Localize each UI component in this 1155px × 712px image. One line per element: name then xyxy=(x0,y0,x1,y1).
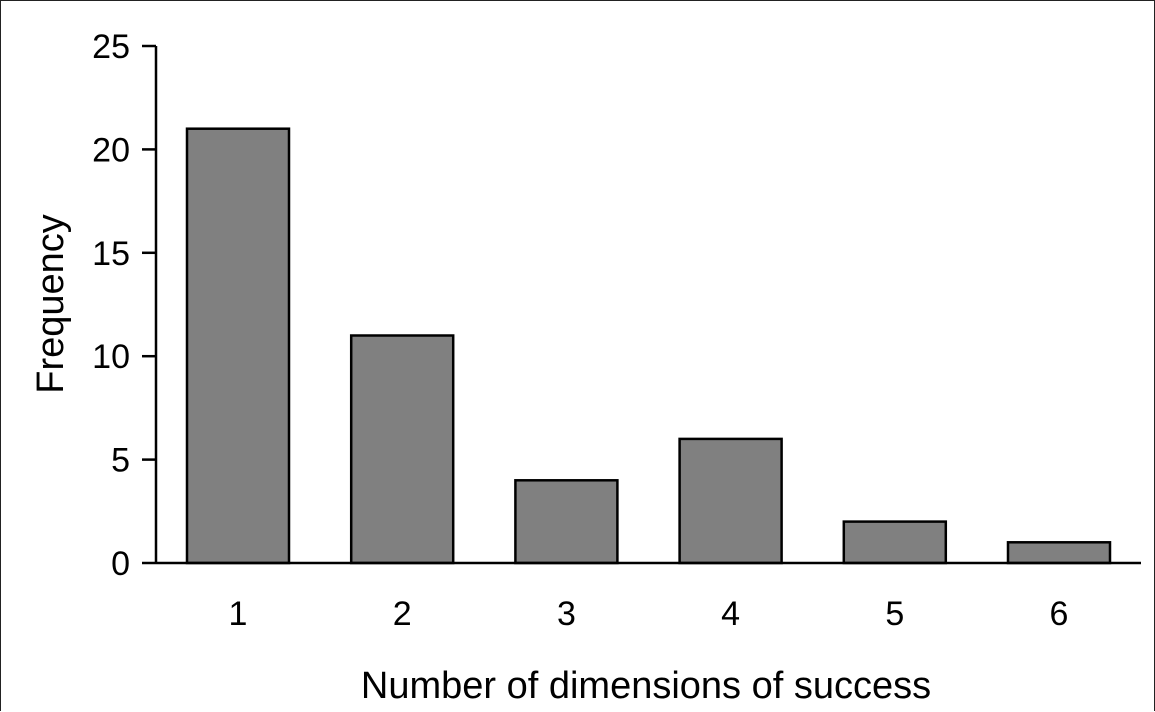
x-tick-label-4: 4 xyxy=(721,595,740,633)
x-tick-label-3: 3 xyxy=(557,595,576,633)
y-tick-label-0: 0 xyxy=(111,545,130,583)
bar-5 xyxy=(842,520,948,565)
x-tick-label-1: 1 xyxy=(229,595,248,633)
y-tick-label-10: 10 xyxy=(92,338,130,376)
y-tick-label-25: 25 xyxy=(92,28,130,66)
x-tick-label-2: 2 xyxy=(393,595,412,633)
bar-4 xyxy=(678,437,783,565)
bars-layer xyxy=(185,127,1112,565)
bar-1 xyxy=(185,127,291,565)
x-tick-label-6: 6 xyxy=(1050,595,1069,633)
bar-2 xyxy=(349,334,455,565)
y-tick-label-5: 5 xyxy=(111,442,130,480)
bar-6 xyxy=(1006,541,1112,565)
x-axis-title: Number of dimensions of success xyxy=(361,665,931,707)
axes-layer xyxy=(154,46,1141,565)
y-ticks: 0 5 10 15 20 25 xyxy=(92,28,156,583)
bar-3 xyxy=(514,479,619,565)
y-tick-label-20: 20 xyxy=(92,131,130,169)
y-tick-label-15: 15 xyxy=(92,235,130,273)
x-tick-label-5: 5 xyxy=(885,595,904,633)
y-axis-title: Frequency xyxy=(30,214,72,394)
x-ticks: 1 2 3 4 5 6 xyxy=(229,595,1069,633)
